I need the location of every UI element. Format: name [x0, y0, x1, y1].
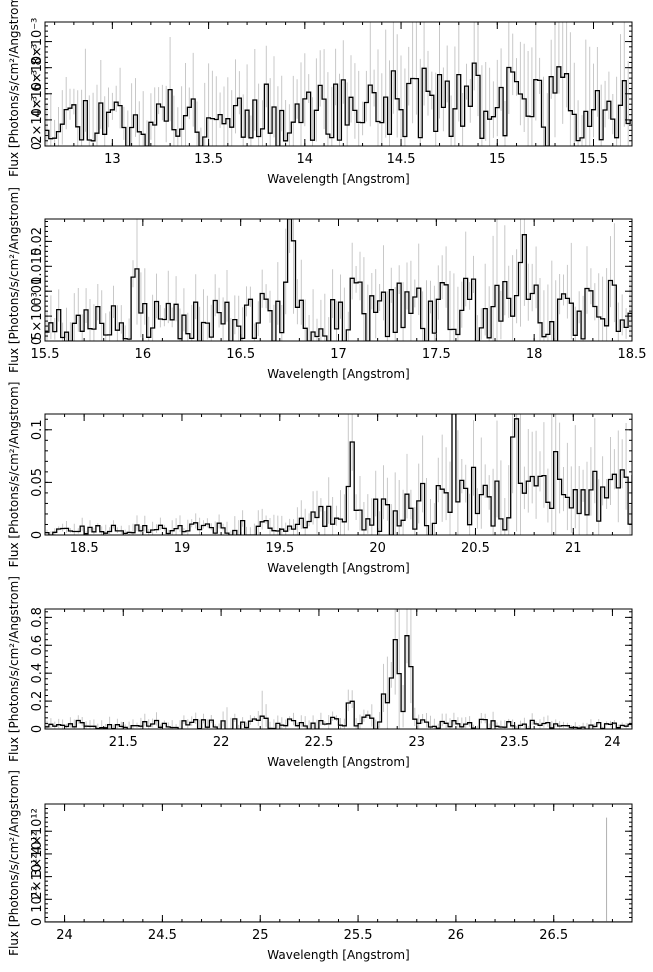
spectrum-series — [45, 609, 632, 729]
x-tick-label: 17 — [330, 347, 347, 362]
plot-frame — [44, 803, 633, 923]
y-axis-title: Flux [Photons/s/cm²/Angstrom] — [7, 0, 21, 177]
chart-panel-3: 18.5 19 19.5 20 20.5 21 0 0.05 0.1 Wavelength [An… — [7, 382, 633, 575]
chart-panel-4: 21.5 22 22.5 23 23.5 24 0 0.2 0.4 0.6 0.8 Wavelengt… — [7, 576, 633, 769]
y-tick-label: 0.8 — [30, 607, 45, 628]
y-tick-label: 0 — [30, 337, 45, 345]
error-bars — [46, 609, 631, 729]
x-tick-label: 24.5 — [148, 928, 177, 943]
x-axis-title: Wavelength [Angstrom] — [267, 755, 409, 769]
chart-panel-2: 15.5 16 16.5 17 17.5 18 18.5 05×10⁻³0.010.0150.… — [7, 187, 646, 381]
y-tick-label: 4×10⁻³ — [30, 70, 45, 118]
chart-panel-1: 13 13.5 14 14.5 15 15.5 02×10⁻³4×10⁻³6×10⁻³8×1… — [7, 0, 633, 186]
flux-step-line — [45, 635, 632, 729]
x-tick-label: 13.5 — [194, 152, 223, 167]
x-axis-title: Wavelength [Angstrom] — [267, 172, 409, 186]
y-tick-label: 0.01 — [30, 277, 45, 306]
y-tick-label: 0.05 — [30, 468, 45, 497]
x-tick-label: 26 — [448, 928, 465, 943]
y-tick-label: 0.4 — [30, 663, 45, 684]
x-tick-label: 26.5 — [539, 928, 568, 943]
spectrum-series — [45, 219, 632, 341]
x-tick-label: 20.5 — [461, 541, 490, 556]
x-tick-label: 24 — [56, 928, 73, 943]
spectrum-series — [45, 22, 632, 146]
spectrum-series — [45, 817, 632, 922]
y-tick-label: 0.02 — [30, 227, 45, 256]
x-tick-label: 20 — [369, 541, 386, 556]
y-tick-label: 0.015 — [30, 248, 45, 285]
y-tick-label: 0.2 — [30, 691, 45, 712]
x-tick-label: 21.5 — [109, 735, 138, 750]
plot-frame — [44, 21, 633, 147]
y-tick-label: 10¹² — [30, 886, 45, 913]
y-tick-label: 5×10⁻³ — [30, 292, 45, 340]
error-bars — [46, 22, 632, 146]
spectrum-series — [45, 414, 632, 535]
y-tick-label: 4×10¹² — [30, 808, 45, 854]
x-tick-label: 22 — [213, 735, 230, 750]
y-tick-label: 0 — [30, 531, 45, 539]
x-tick-label: 17.5 — [422, 347, 451, 362]
y-tick-label: 0 — [30, 918, 45, 926]
x-tick-label: 23 — [408, 735, 425, 750]
y-axis-title: Flux [Photons/s/cm²/Angstrom] — [7, 187, 21, 373]
y-tick-label: 2×10¹² — [30, 854, 45, 900]
x-tick-label: 16 — [135, 347, 152, 362]
x-tick-label: 25.5 — [344, 928, 373, 943]
y-tick-label: 0 — [30, 725, 45, 733]
x-tick-label: 24 — [604, 735, 621, 750]
y-axis-title: Flux [Photons/s/cm²/Angstrom] — [7, 576, 21, 762]
flux-step-line — [45, 219, 632, 341]
y-axis-title: Flux [Photons/s/cm²/Angstrom] — [7, 770, 21, 956]
x-tick-label: 22.5 — [304, 735, 333, 750]
x-tick-label: 18.5 — [618, 347, 647, 362]
x-tick-label: 19 — [174, 541, 191, 556]
x-tick-label: 15 — [489, 152, 506, 167]
y-tick-label: 0.1 — [30, 419, 45, 440]
x-tick-label: 21 — [565, 541, 582, 556]
y-tick-label: 0 — [30, 142, 45, 150]
y-tick-label: 8×10⁻³ — [30, 18, 45, 66]
x-tick-label: 23.5 — [500, 735, 529, 750]
y-tick-label: 3×10¹² — [30, 831, 45, 877]
flux-step-line — [45, 414, 632, 535]
flux-step-line — [45, 62, 632, 146]
x-axis-title: Wavelength [Angstrom] — [267, 948, 409, 962]
x-tick-label: 16.5 — [226, 347, 255, 362]
x-tick-label: 13 — [104, 152, 121, 167]
x-tick-label: 14 — [297, 152, 314, 167]
chart-panel-5: 24 24.5 25 25.5 26 26.5 0 10¹²2×10¹²3×10¹²4×10¹… — [7, 770, 633, 962]
error-bars — [46, 414, 631, 535]
y-tick-label: 6×10⁻³ — [30, 44, 45, 92]
x-tick-label: 14.5 — [387, 152, 416, 167]
x-tick-label: 19.5 — [265, 541, 294, 556]
x-tick-label: 15.5 — [579, 152, 608, 167]
y-tick-label: 0.6 — [30, 635, 45, 656]
x-tick-label: 15.5 — [31, 347, 60, 362]
x-axis-title: Wavelength [Angstrom] — [267, 561, 409, 575]
x-axis-title: Wavelength [Angstrom] — [267, 367, 409, 381]
plot-frame — [44, 608, 633, 730]
y-axis-title: Flux [Photons/s/cm²/Angstrom] — [7, 382, 21, 568]
y-tick-label: 2×10⁻³ — [30, 96, 45, 144]
x-tick-label: 25 — [252, 928, 269, 943]
x-tick-label: 18.5 — [70, 541, 99, 556]
x-tick-label: 18 — [526, 347, 543, 362]
